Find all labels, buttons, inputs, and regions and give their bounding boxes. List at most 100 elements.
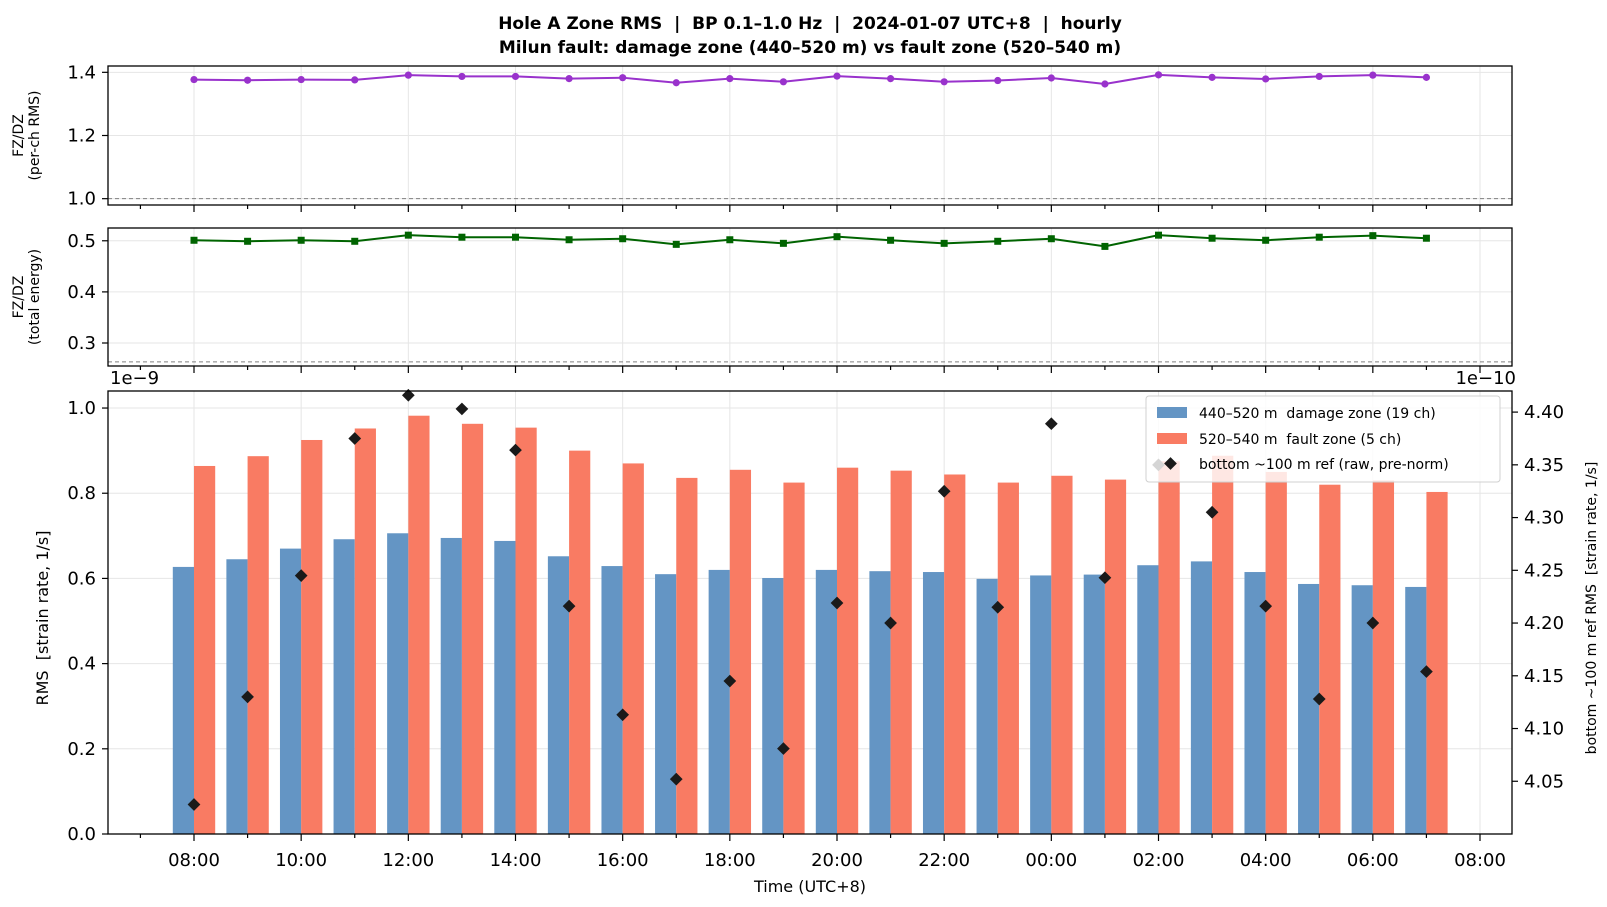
data-point: [1208, 234, 1216, 242]
data-point: [940, 78, 948, 86]
data-point: [1262, 75, 1270, 83]
bar-fault-zone: [944, 474, 966, 834]
bar-damage-zone: [172, 566, 194, 834]
bar-fault-zone: [354, 428, 376, 834]
legend-swatch-fault-zone: [1157, 433, 1187, 444]
data-point: [779, 239, 787, 247]
data-point: [672, 240, 680, 248]
data-point: [512, 233, 519, 241]
data-point: [833, 233, 841, 241]
ref-marker: [401, 388, 415, 402]
bar-damage-zone: [440, 537, 462, 834]
data-point: [1155, 231, 1162, 239]
ref-marker: [348, 432, 362, 445]
x-tick-label: 20:00: [811, 850, 863, 871]
y-tick-label: 0.8: [67, 483, 96, 504]
data-point: [1101, 80, 1109, 88]
y-tick-label: 0.3: [67, 333, 96, 354]
plot-frame: [107, 227, 1513, 367]
panel-rms-bars: 08:00 10:00 12:00 14:00 16:00 18:00 20:00 22:00…: [67, 388, 1564, 871]
y-axis-label-line: (per-ch RMS): [27, 90, 43, 180]
y-axis-label-line: (total energy): [27, 249, 43, 345]
x-tick-label: 06:00: [1347, 850, 1399, 871]
y-tick-label: 0.5: [67, 231, 96, 252]
x-tick-label: 04:00: [1240, 850, 1292, 871]
data-point: [940, 239, 948, 247]
data-point: [1422, 234, 1430, 242]
bar-fault-zone: [1372, 480, 1395, 834]
legend-label-ref: bottom ~100 m ref (raw, pre-norm): [1199, 457, 1449, 473]
y-tick-label: 0.0: [67, 824, 96, 845]
data-point: [511, 72, 520, 81]
y-tick-label: 0.4: [67, 282, 96, 303]
bar-damage-zone: [708, 569, 730, 834]
x-tick-label: 08:00: [1454, 850, 1506, 871]
data-point: [1315, 233, 1323, 241]
bar-damage-zone: [494, 540, 516, 834]
bar-fault-zone: [1051, 475, 1073, 834]
data-point: [887, 236, 895, 244]
y2-tick-label: 4.15: [1524, 666, 1564, 687]
series-line: [193, 73, 1427, 86]
bar-fault-zone: [676, 477, 698, 834]
bar-damage-zone: [976, 578, 998, 834]
legend: 440–520 m damage zone (19 ch) 520–540 m …: [1145, 395, 1501, 483]
bar-fault-zone: [1265, 471, 1287, 834]
data-point: [833, 72, 841, 80]
bar-fault-zone: [1319, 484, 1341, 834]
bar-damage-zone: [1298, 583, 1320, 834]
y-tick-label: 1.4: [67, 62, 96, 83]
y-axis-label: FZ/DZ(total energy): [11, 249, 43, 345]
ref-marker: [455, 402, 469, 416]
data-point: [619, 74, 627, 82]
bar-damage-zone: [762, 577, 784, 834]
series-line: [193, 234, 1427, 248]
data-point: [1369, 232, 1377, 240]
y-axis-label-main: RMS [strain rate, 1/s]: [33, 531, 52, 706]
panel-fz-dz-energy: 0.3 0.4 0.5 FZ/DZ(total energy): [11, 227, 1513, 373]
data-point: [190, 236, 198, 244]
x-tick-label: 12:00: [382, 850, 434, 871]
title-line-2: Milun fault: damage zone (440–520 m) vs …: [499, 38, 1121, 58]
data-point: [243, 76, 252, 84]
y-tick-label: 1.0: [67, 398, 96, 419]
y2-tick-label: 4.40: [1524, 402, 1564, 423]
data-point: [565, 236, 573, 244]
data-point: [1262, 236, 1270, 244]
y-axis-label-line: FZ/DZ: [11, 114, 27, 157]
data-point: [404, 231, 412, 239]
data-point: [1047, 235, 1055, 243]
bar-fault-zone: [194, 465, 216, 834]
data-point: [1208, 73, 1216, 81]
bar-fault-zone: [837, 467, 859, 834]
bar-damage-zone: [922, 572, 945, 834]
bar-damage-zone: [226, 559, 248, 834]
panel-fz-dz-rms: 1.0 1.2 1.4 FZ/DZ(per-ch RMS): [11, 62, 1513, 212]
bar-damage-zone: [1244, 572, 1266, 834]
bar-damage-zone: [387, 533, 409, 834]
bar-fault-zone: [729, 469, 752, 834]
data-point: [1315, 72, 1323, 81]
bar-damage-zone: [815, 569, 837, 834]
y-tick-label: 1.2: [67, 126, 96, 147]
plot-frame: [107, 390, 1513, 835]
data-point: [1101, 242, 1109, 250]
data-point: [1047, 74, 1055, 82]
data-point: [994, 76, 1002, 85]
data-point: [351, 76, 359, 84]
bar-fault-zone: [1104, 479, 1127, 834]
data-point: [458, 233, 466, 241]
data-point: [994, 237, 1002, 245]
bar-fault-zone: [890, 470, 912, 834]
data-point: [619, 235, 627, 243]
data-point: [726, 236, 734, 244]
x-tick-label: 10:00: [275, 850, 327, 871]
bar-damage-zone: [655, 574, 677, 834]
y2-tick-label: 4.05: [1524, 771, 1564, 792]
bar-fault-zone: [301, 439, 323, 834]
data-point: [244, 237, 252, 245]
bar-fault-zone: [461, 423, 484, 834]
legend-label-fault-zone: 520–540 m fault zone (5 ch): [1199, 432, 1401, 448]
bar-damage-zone: [869, 571, 891, 834]
